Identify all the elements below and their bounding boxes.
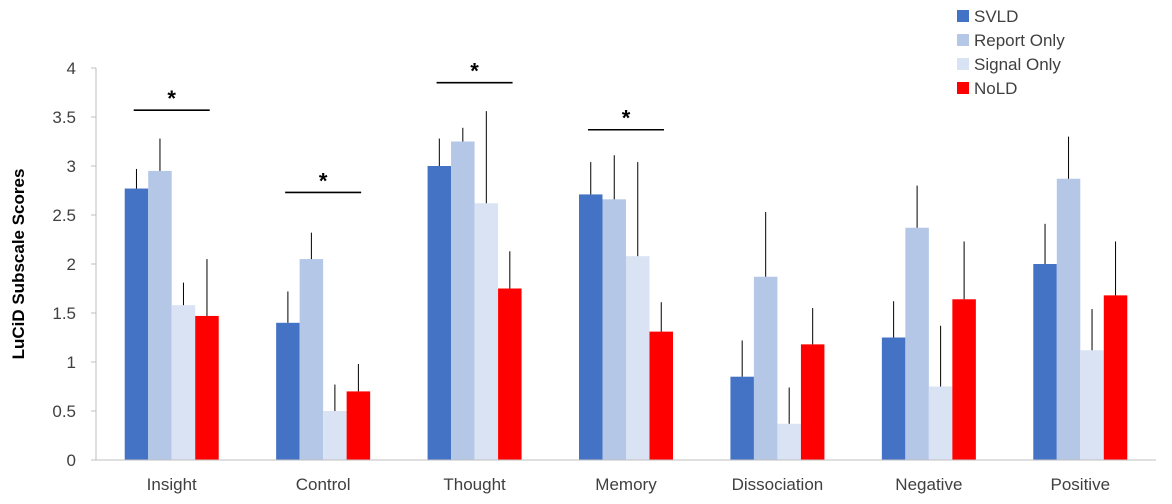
bar [928,386,953,460]
legend-swatch [957,34,969,46]
significance-star: * [470,59,479,84]
bar [602,199,626,460]
x-tick-label: Negative [895,475,962,494]
bar [427,166,452,460]
bar [579,194,603,461]
bar [299,259,324,460]
bar [753,276,778,460]
bar [1080,350,1104,460]
x-tick-label: Control [296,475,351,494]
y-tick-label: 2 [67,255,76,274]
bar [730,376,754,460]
significance-star: * [319,168,328,193]
bar [952,299,976,460]
legend-label: Signal Only [974,55,1061,74]
legend-swatch [957,58,969,70]
bar [323,411,347,460]
bar [346,391,371,460]
y-tick-label: 4 [67,59,76,78]
y-tick-label: 2.5 [52,206,76,225]
bar [195,315,219,460]
bar [777,423,801,460]
x-tick-label: Memory [595,475,657,494]
y-tick-label: 0 [67,451,76,470]
bar [1056,178,1081,461]
y-tick-label: 1 [67,353,76,372]
y-tick-label: 3 [67,157,76,176]
legend-label: Report Only [974,31,1065,50]
legend: SVLD Report Only Signal Only NoLD [957,7,1065,98]
bar [626,256,650,460]
bar [451,141,475,460]
bar [1033,264,1057,460]
significance-star: * [622,106,631,131]
x-tick-label: Thought [443,475,506,494]
legend-swatch [957,10,969,22]
bar [148,170,172,460]
y-axis-title: LuCiD Subscale Scores [9,169,28,360]
x-tick-label: Positive [1051,475,1111,494]
bar [881,337,906,460]
y-tick-label: 3.5 [52,108,76,127]
bar [1103,295,1128,460]
bar [474,203,499,461]
bar [649,331,673,460]
x-tick-label: Dissociation [732,475,824,494]
bar [124,188,149,461]
x-tick-label: Insight [147,475,197,494]
legend-label: SVLD [974,7,1018,26]
legend-swatch [957,82,969,94]
bar [905,227,929,460]
bar [800,344,825,460]
plot-area: 0 0.5 1 1.5 2 2.5 3 3.5 4 Insight Control Thought Me… [52,59,1156,494]
significance-star: * [167,86,176,111]
bar [171,305,196,460]
legend-label: NoLD [974,79,1017,98]
y-tick-label: 0.5 [52,402,76,421]
bar [498,288,522,460]
y-tick-label: 1.5 [52,304,76,323]
bar [276,322,300,460]
